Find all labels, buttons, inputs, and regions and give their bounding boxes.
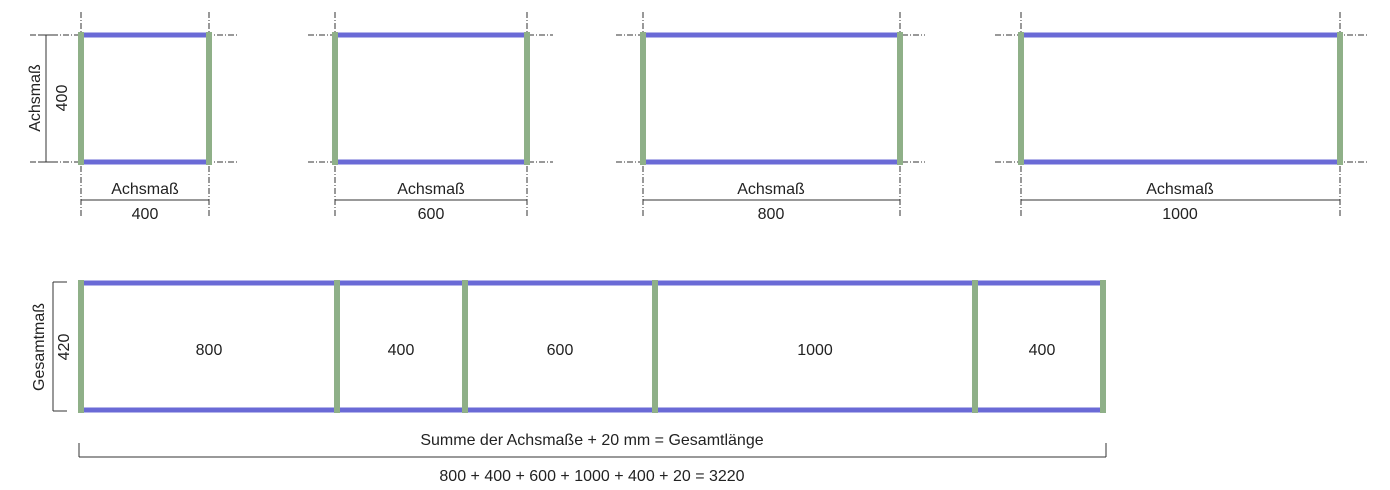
width-label: Achsmaß bbox=[397, 181, 465, 198]
segment-label: 400 bbox=[388, 342, 415, 359]
frame-2: Achsmaß 600 bbox=[308, 12, 553, 223]
height-value: 400 bbox=[54, 85, 71, 112]
width-value: 1000 bbox=[1162, 206, 1198, 223]
height-value: 420 bbox=[56, 334, 73, 361]
width-label: Achsmaß bbox=[111, 181, 179, 198]
segment-label: 400 bbox=[1029, 342, 1056, 359]
width-label: Achsmaß bbox=[1146, 181, 1214, 198]
segment-label: 600 bbox=[547, 342, 574, 359]
combined-frame: Gesamtmaß 420 800 400 600 1000 400 Summe… bbox=[31, 280, 1107, 485]
width-value: 800 bbox=[758, 206, 785, 223]
width-value: 600 bbox=[418, 206, 445, 223]
width-label: Achsmaß bbox=[737, 181, 805, 198]
segment-label: 800 bbox=[196, 342, 223, 359]
sum-label: Summe der Achsmaße + 20 mm = Gesamtlänge bbox=[420, 432, 763, 449]
frame-3: Achsmaß 800 bbox=[616, 12, 925, 223]
segment-label: 1000 bbox=[797, 342, 833, 359]
height-label: Achsmaß bbox=[27, 64, 44, 132]
frame-1: Achsmaß 400 Achsmaß 400 bbox=[27, 12, 238, 223]
sum-formula: 800 + 400 + 600 + 1000 + 400 + 20 = 3220 bbox=[439, 468, 744, 485]
height-label: Gesamtmaß bbox=[31, 303, 48, 391]
frame-4: Achsmaß 1000 bbox=[995, 12, 1368, 223]
width-value: 400 bbox=[132, 206, 159, 223]
